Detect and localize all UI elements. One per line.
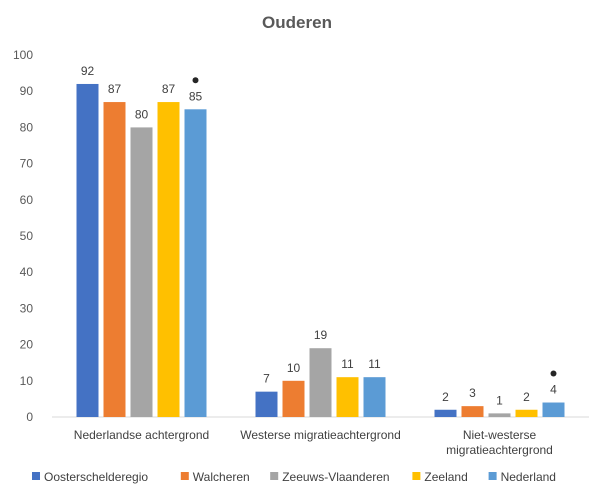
x-category-label: Westerse migratieachtergrond [240, 428, 401, 442]
legend-label: Zeeland [424, 470, 467, 484]
data-label: 2 [523, 390, 530, 404]
data-label: 7 [263, 372, 270, 386]
x-axis: Nederlandse achtergrond Westerse migratie… [74, 428, 553, 457]
bar [282, 380, 305, 417]
bar [363, 377, 386, 417]
bar [157, 102, 180, 417]
legend-swatch [270, 472, 279, 480]
bar [515, 409, 538, 417]
y-tick-label: 30 [20, 301, 34, 315]
data-label: 85 [189, 89, 203, 103]
data-label: 11 [341, 357, 354, 371]
bars [76, 83, 565, 418]
bar [542, 402, 565, 417]
data-label: 87 [108, 82, 122, 96]
y-tick-label: 100 [13, 48, 33, 62]
bar [255, 391, 278, 417]
bar [434, 409, 457, 417]
y-tick-label: 20 [20, 338, 34, 352]
data-label: 10 [287, 361, 301, 375]
chart-title: Ouderen [262, 13, 332, 32]
y-tick-label: 70 [20, 157, 34, 171]
y-tick-label: 80 [20, 120, 34, 134]
y-tick-label: 40 [20, 265, 34, 279]
data-label: 80 [135, 107, 149, 121]
legend-label: Zeeuws-Vlaanderen [282, 470, 389, 484]
bar [103, 102, 126, 417]
y-tick-label: 90 [20, 84, 34, 98]
data-label: 11 [368, 357, 381, 371]
data-labels: 92 87 80 87 85 7 10 19 11 11 2 3 1 2 4 [81, 64, 557, 407]
legend-swatch [488, 472, 497, 480]
y-tick-label: 60 [20, 193, 34, 207]
legend-swatch [32, 472, 40, 480]
x-category-label: migratieachtergrond [446, 443, 553, 457]
data-label: 4 [550, 383, 557, 397]
legend-label: Oosterschelderegio [44, 470, 148, 484]
legend-label: Nederland [501, 470, 556, 484]
bar [130, 127, 153, 418]
significance-markers [192, 77, 557, 377]
data-label: 87 [162, 82, 176, 96]
legend: Oosterschelderegio Walcheren Zeeuws-Vlaand… [32, 470, 556, 484]
y-tick-label: 10 [20, 374, 34, 388]
legend-label: Walcheren [193, 470, 250, 484]
y-axis: 0 10 20 30 40 50 60 70 80 90 100 [13, 48, 33, 424]
bar [309, 348, 332, 417]
x-category-label: Nederlandse achtergrond [74, 428, 209, 442]
data-label: 92 [81, 64, 95, 78]
significance-dot [550, 370, 557, 377]
legend-swatch [180, 472, 189, 480]
bar [336, 377, 359, 417]
data-label: 3 [469, 386, 476, 400]
legend-swatch [412, 472, 421, 480]
data-label: 1 [496, 393, 503, 407]
bar [184, 109, 207, 418]
y-tick-label: 50 [20, 229, 34, 243]
bar [461, 406, 484, 417]
bar [488, 413, 511, 417]
data-label: 19 [314, 328, 328, 342]
x-category-label: Niet-westerse [463, 428, 537, 442]
significance-dot [192, 77, 199, 84]
data-label: 2 [442, 390, 449, 404]
y-tick-label: 0 [26, 410, 33, 424]
bar [76, 83, 99, 418]
